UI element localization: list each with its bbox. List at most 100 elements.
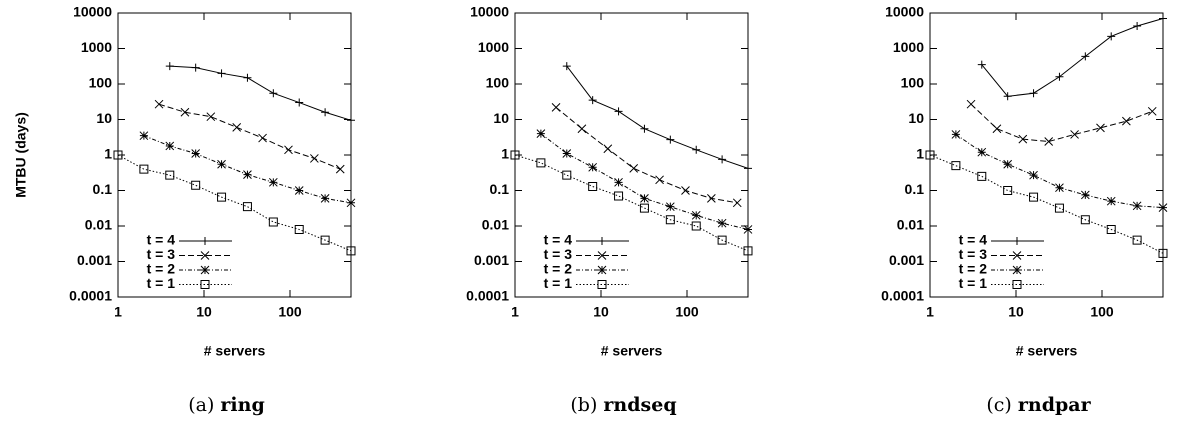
- y-tick-label: 1: [104, 146, 112, 162]
- marker: [191, 63, 200, 72]
- marker: [977, 60, 986, 69]
- marker: [191, 149, 201, 158]
- y-tick-label: 1: [501, 146, 509, 162]
- legend-label: t = 1: [544, 275, 573, 291]
- marker: [588, 181, 598, 191]
- marker: [1106, 224, 1116, 234]
- legend-label: t = 3: [544, 246, 573, 262]
- series-line: [981, 18, 1164, 97]
- marker: [113, 150, 123, 160]
- marker: [614, 107, 623, 116]
- marker: [284, 145, 293, 155]
- marker: [536, 158, 546, 168]
- marker: [562, 149, 572, 158]
- legend-label: t = 4: [959, 232, 988, 248]
- marker: [732, 198, 742, 208]
- legend-label: t = 4: [147, 232, 176, 248]
- marker: [268, 177, 278, 187]
- y-tick-label: 10000: [73, 4, 112, 20]
- y-tick-label: 1000: [81, 39, 112, 55]
- caption: (a) ring: [188, 394, 265, 416]
- marker: [217, 69, 226, 78]
- marker: [551, 102, 561, 112]
- marker: [1080, 215, 1090, 225]
- marker: [320, 235, 330, 245]
- marker: [562, 170, 572, 180]
- marker: [232, 123, 242, 132]
- marker: [243, 170, 252, 179]
- marker: [165, 141, 175, 151]
- caption: (b) rndseq: [570, 394, 676, 416]
- x-tick-label: 100: [1090, 304, 1114, 320]
- marker: [1029, 170, 1038, 180]
- marker: [1018, 134, 1028, 144]
- marker: [691, 221, 701, 231]
- legend-label: t = 1: [959, 275, 988, 291]
- marker: [666, 135, 675, 144]
- marker: [743, 164, 752, 173]
- y-tick-label: 100: [486, 75, 510, 91]
- series-line: [970, 103, 1153, 143]
- legend-marker: [200, 280, 210, 289]
- marker: [294, 186, 304, 195]
- caption-label: (c): [986, 394, 1011, 416]
- marker: [1055, 183, 1064, 193]
- marker: [743, 246, 753, 256]
- legend-label: t = 2: [147, 261, 176, 277]
- marker: [139, 164, 149, 174]
- y-tick-label: 10: [96, 110, 112, 126]
- legend-marker: [1013, 237, 1021, 245]
- legend-marker: [201, 237, 209, 245]
- marker: [321, 108, 330, 117]
- marker: [1070, 130, 1079, 139]
- caption: (c) rndpar: [986, 394, 1091, 416]
- y-tick-label: 0.001: [889, 252, 924, 268]
- series-line: [143, 135, 352, 204]
- legend-label: t = 4: [544, 232, 573, 248]
- y-tick-label: 0.0001: [881, 288, 924, 304]
- marker: [1133, 22, 1142, 31]
- legend-marker: [1012, 265, 1022, 275]
- marker: [707, 194, 716, 203]
- marker: [217, 159, 226, 169]
- marker: [951, 130, 961, 139]
- marker: [154, 99, 164, 109]
- series-line: [555, 106, 738, 204]
- y-tick-label: 100: [89, 75, 113, 91]
- marker: [1080, 190, 1090, 200]
- marker: [640, 194, 649, 203]
- legend-marker: [597, 265, 607, 275]
- marker: [629, 164, 639, 173]
- series-line: [540, 133, 749, 230]
- legend-label: t = 2: [544, 261, 573, 277]
- marker: [217, 192, 227, 202]
- marker: [258, 133, 267, 143]
- marker: [639, 203, 649, 213]
- marker: [691, 210, 701, 220]
- marker: [1122, 116, 1131, 126]
- y-tick-label: 0.01: [482, 217, 509, 233]
- y-tick-label: 100: [901, 75, 925, 91]
- marker: [165, 170, 175, 180]
- caption-label: (b): [570, 394, 597, 416]
- series-line: [169, 65, 352, 121]
- marker: [310, 154, 319, 163]
- y-tick-label: 10: [493, 110, 509, 126]
- marker: [191, 180, 201, 190]
- marker: [1159, 14, 1167, 23]
- marker: [242, 202, 252, 212]
- marker: [925, 150, 935, 160]
- marker: [1081, 52, 1090, 61]
- legend-marker: [200, 251, 210, 260]
- y-tick-label: 0.0001: [466, 288, 509, 304]
- marker: [588, 162, 598, 172]
- y-tick-label: 1000: [893, 39, 924, 55]
- marker: [1029, 89, 1038, 98]
- y-tick-label: 0.01: [897, 217, 924, 233]
- y-tick-label: 10: [908, 110, 924, 126]
- marker: [665, 215, 675, 225]
- legend-marker: [200, 265, 210, 275]
- marker: [243, 73, 252, 82]
- marker: [1158, 203, 1168, 212]
